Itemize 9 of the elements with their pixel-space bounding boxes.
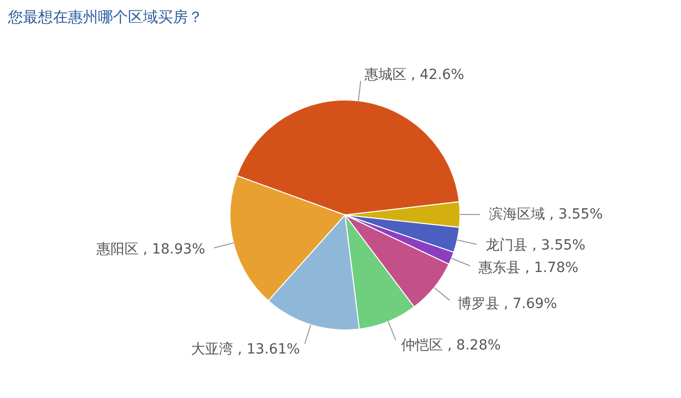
slice-label: 大亚湾 , 13.61% bbox=[191, 342, 300, 358]
slice-label: 博罗县 , 7.69% bbox=[457, 296, 558, 312]
slice-label: 仲恺区 , 8.28% bbox=[400, 338, 501, 354]
slice-label: 滨海区域 , 3.55% bbox=[489, 206, 603, 222]
chart-title: 您最想在惠州哪个区域买房？ bbox=[8, 8, 204, 28]
slice-label: 惠东县 , 1.78% bbox=[478, 260, 578, 276]
slice-label: 惠阳区 , 18.93% bbox=[96, 241, 206, 258]
slice-label: 惠城区 , 42.6% bbox=[363, 66, 464, 83]
slice-label: 龙门县 , 3.55% bbox=[486, 238, 586, 254]
